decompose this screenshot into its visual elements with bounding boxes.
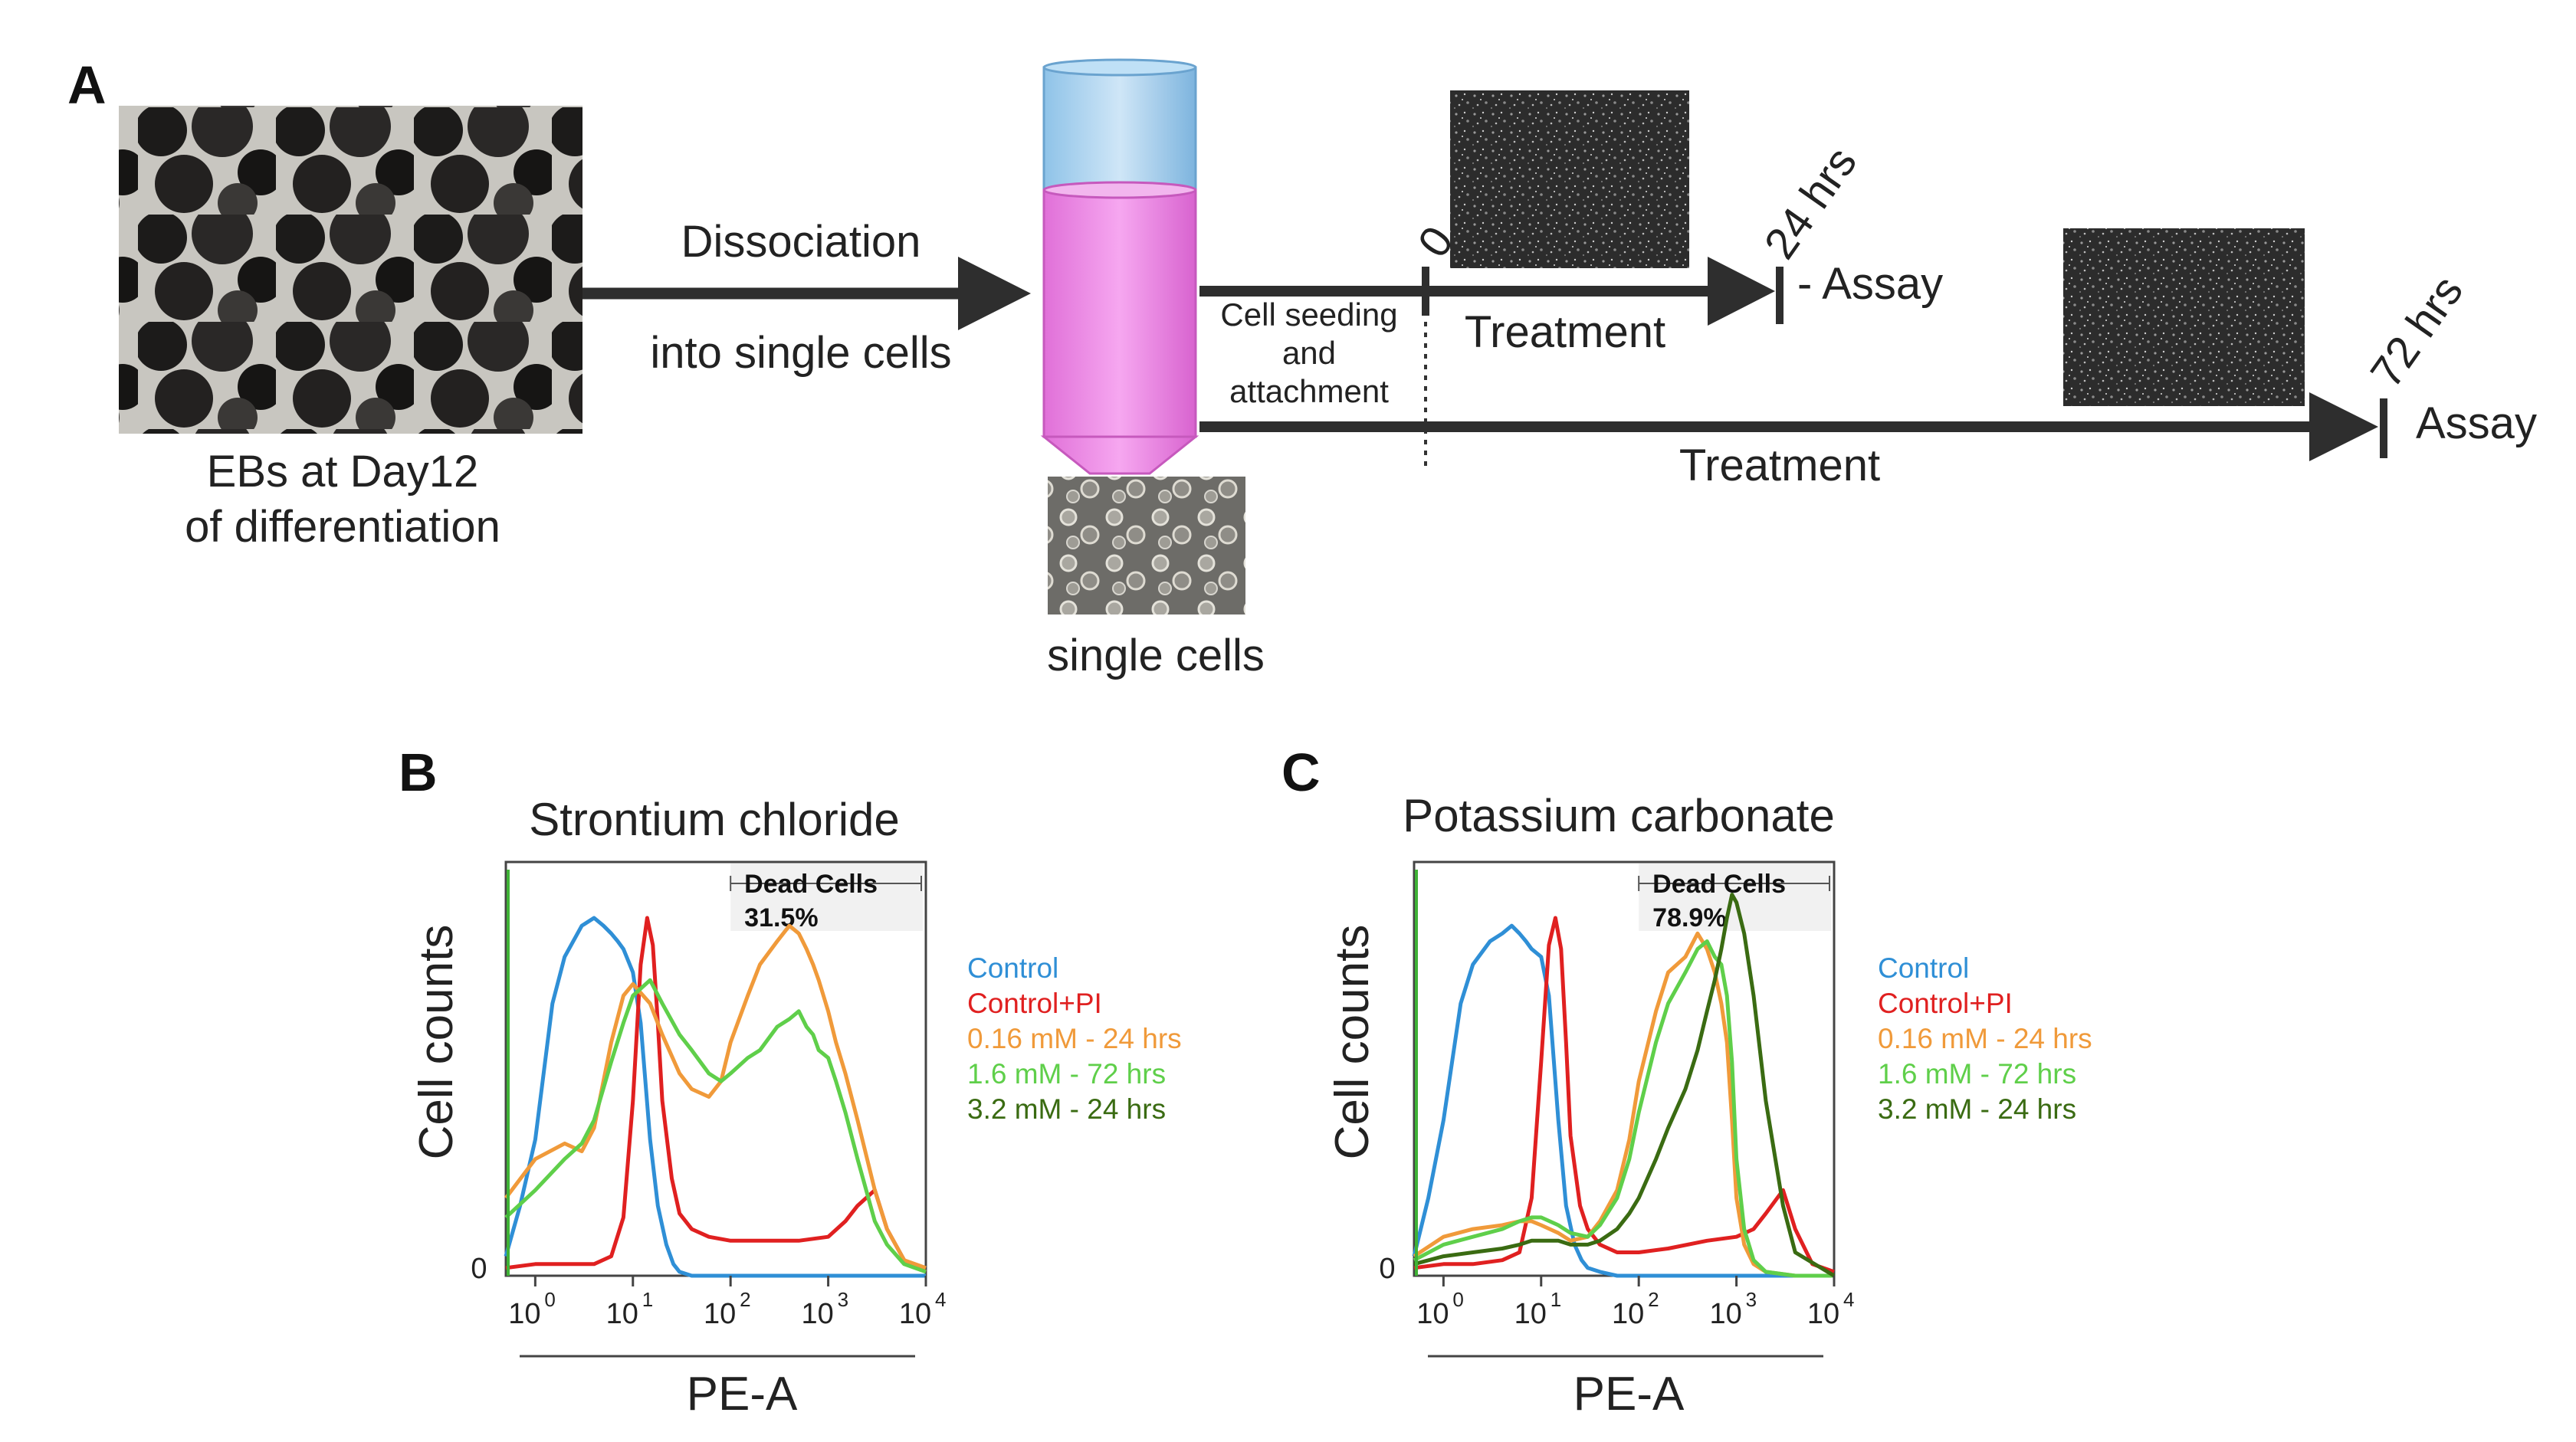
panel-c-label: C	[1281, 742, 1321, 802]
c-series-4	[1413, 893, 1836, 1278]
b-series-2	[504, 923, 927, 1270]
timeline-72h-arrowhead	[2309, 392, 2378, 461]
c-xtick-exponent-4: 4	[1843, 1288, 1854, 1311]
b-xtick-label-4: 10	[899, 1298, 931, 1330]
dissociation-line1: Dissociation	[681, 217, 921, 267]
b-series-1	[505, 916, 927, 1274]
panel-a-label: A	[67, 55, 107, 115]
b-xtick-label-2: 10	[704, 1298, 736, 1330]
seeding-line1: Cell seeding	[1220, 297, 1397, 333]
b-xtick-label-3: 10	[801, 1298, 833, 1330]
c-xtick-label-0: 10	[1416, 1298, 1449, 1330]
c-xtick-label-4: 10	[1807, 1298, 1839, 1330]
b-gate-value: 31.5%	[744, 903, 818, 932]
assay-72-label: Assay	[2416, 398, 2537, 448]
single-cells-micrograph	[1048, 477, 1245, 614]
seeding-line2: and	[1282, 335, 1336, 371]
b-xtick-exponent-2: 2	[740, 1288, 750, 1311]
seeding-line3: attachment	[1229, 373, 1389, 409]
c-legend-item-2: 0.16 mM - 24 hrs	[1878, 1023, 2092, 1054]
b-xtick-label-0: 10	[508, 1298, 540, 1330]
eb-micrograph	[119, 106, 582, 434]
c-xtick-exponent-1: 1	[1551, 1288, 1561, 1311]
b-legend-item-3: 1.6 mM - 72 hrs	[967, 1058, 1166, 1090]
b-xtick-exponent-3: 3	[838, 1288, 848, 1311]
c-xtick-label-2: 10	[1612, 1298, 1644, 1330]
time-24-label: 24 hrs	[1754, 138, 1866, 267]
legend-b: Control Control+PI 0.16 mM - 24 hrs 1.6 mM …	[967, 952, 1182, 1125]
centrifuge-tube	[1040, 58, 1199, 475]
b-xtick-exponent-0: 0	[544, 1288, 555, 1311]
single-cells-caption: single cells	[1047, 631, 1265, 680]
c-gate-label: Dead Cells	[1652, 870, 1786, 899]
panel-c-xlabel: PE-A	[1573, 1368, 1685, 1421]
c-legend-item-3: 1.6 mM - 72 hrs	[1878, 1058, 2076, 1090]
c-gate-value: 78.9%	[1652, 903, 1726, 932]
micrograph-24h	[1450, 90, 1689, 268]
b-legend-item-4: 3.2 mM - 24 hrs	[967, 1093, 1166, 1125]
c-xtick-label-1: 10	[1514, 1298, 1547, 1330]
b-xtick-exponent-1: 1	[642, 1288, 653, 1311]
panel-b-title: Strontium chloride	[529, 794, 900, 845]
b-legend-item-1: Control+PI	[967, 988, 1102, 1019]
panel-b-ylabel: Cell counts	[410, 925, 463, 1160]
b-xtick-exponent-4: 4	[935, 1288, 946, 1311]
c-series-0	[1412, 923, 1834, 1278]
b-xtick-label-1: 10	[606, 1298, 638, 1330]
c-xtick-exponent-3: 3	[1746, 1288, 1757, 1311]
treatment-label-72h: Treatment	[1679, 441, 1880, 490]
panel-b-zero-label: 0	[471, 1253, 487, 1285]
treatment-label-24h: Treatment	[1465, 307, 1665, 357]
c-xtick-exponent-0: 0	[1452, 1288, 1463, 1311]
dissociation-arrowhead	[958, 257, 1031, 330]
c-legend-item-0: Control	[1878, 952, 1969, 984]
c-legend-item-1: Control+PI	[1878, 988, 2013, 1019]
panel-c-zero-label: 0	[1379, 1253, 1395, 1285]
b-gate-label: Dead Cells	[744, 870, 878, 899]
eb-caption-line2: of differentiation	[185, 502, 500, 552]
b-legend-item-0: Control	[967, 952, 1058, 984]
c-xtick-exponent-2: 2	[1648, 1288, 1659, 1311]
panel-b-label: B	[399, 742, 438, 802]
c-xtick-label-3: 10	[1709, 1298, 1741, 1330]
micrograph-72h	[2063, 228, 2305, 406]
c-series-3	[1413, 939, 1834, 1278]
legend-c: Control Control+PI 0.16 mM - 24 hrs 1.6 mM …	[1878, 952, 2092, 1125]
panel-b-xlabel: PE-A	[687, 1368, 798, 1421]
b-series-0	[504, 916, 926, 1278]
panel-c-title: Potassium carbonate	[1403, 790, 1835, 841]
b-legend-item-2: 0.16 mM - 24 hrs	[967, 1023, 1182, 1054]
b-series-3	[504, 978, 927, 1274]
time-72-label: 72 hrs	[2361, 267, 2473, 396]
c-legend-item-4: 3.2 mM - 24 hrs	[1878, 1093, 2076, 1125]
timeline-24h-arrowhead	[1708, 257, 1775, 326]
b-gate-box	[730, 864, 923, 931]
dissociation-line2: into single cells	[650, 328, 951, 378]
assay-24-label: - Assay	[1797, 259, 1943, 309]
c-series-2	[1413, 931, 1834, 1278]
eb-caption-line1: EBs at Day12	[207, 447, 479, 497]
panel-c-ylabel: Cell counts	[1326, 925, 1379, 1160]
